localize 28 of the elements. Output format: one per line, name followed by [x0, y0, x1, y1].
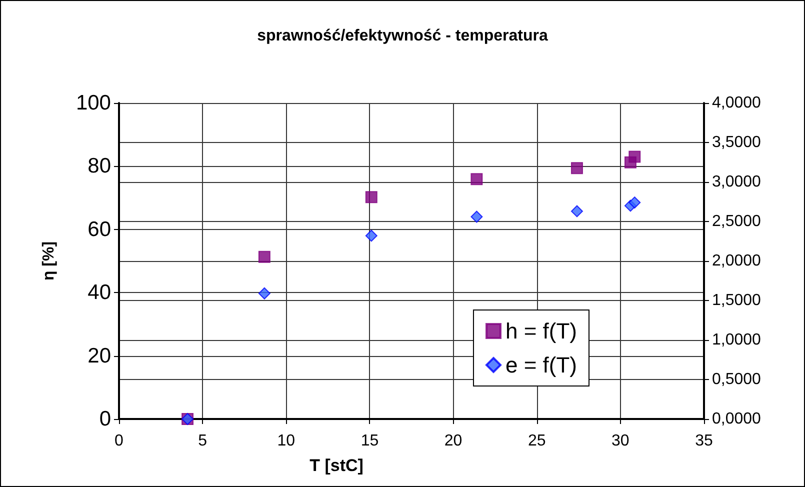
y2-tick-label: 1,0000 — [712, 332, 762, 348]
y-tick-label: 60 — [88, 218, 111, 241]
legend-label: e = f(T) — [505, 352, 578, 378]
x-tick-label: 20 — [444, 432, 462, 450]
legend-label: h = f(T) — [505, 318, 578, 344]
x-tick-label: 15 — [360, 432, 379, 450]
y2-tick-label: 2,0000 — [712, 252, 762, 270]
x-tick-label: 10 — [277, 432, 296, 450]
x-tick-label: 30 — [612, 432, 630, 450]
x-tick-label: 0 — [114, 432, 124, 450]
y2-tick-label: 4,0000 — [712, 94, 762, 112]
x-tick-label: 35 — [695, 432, 713, 450]
y2-tick-label: 0,0000 — [712, 410, 762, 428]
y-axis-title: η [%] — [40, 241, 58, 281]
x-tick-label: 5 — [198, 432, 208, 450]
y-tick-label: 0 — [99, 408, 111, 430]
y2-tick-label: 2,5000 — [712, 213, 762, 230]
y2-tick-label: 0,5000 — [712, 371, 762, 388]
y-tick-label: 80 — [88, 154, 111, 178]
x-axis-title: T [stC] — [310, 456, 364, 475]
y-tick-label: 40 — [88, 281, 111, 304]
chart-title: sprawność/efektywność - temperatura — [257, 28, 548, 44]
y2-tick-label: 1,5000 — [712, 292, 762, 309]
y-tick-label: 100 — [76, 92, 111, 114]
x-tick-label: 25 — [528, 432, 546, 450]
y-tick-label: 20 — [88, 344, 111, 368]
y2-tick-label: 3,5000 — [712, 134, 762, 151]
y2-tick-label: 3,0000 — [712, 174, 762, 190]
